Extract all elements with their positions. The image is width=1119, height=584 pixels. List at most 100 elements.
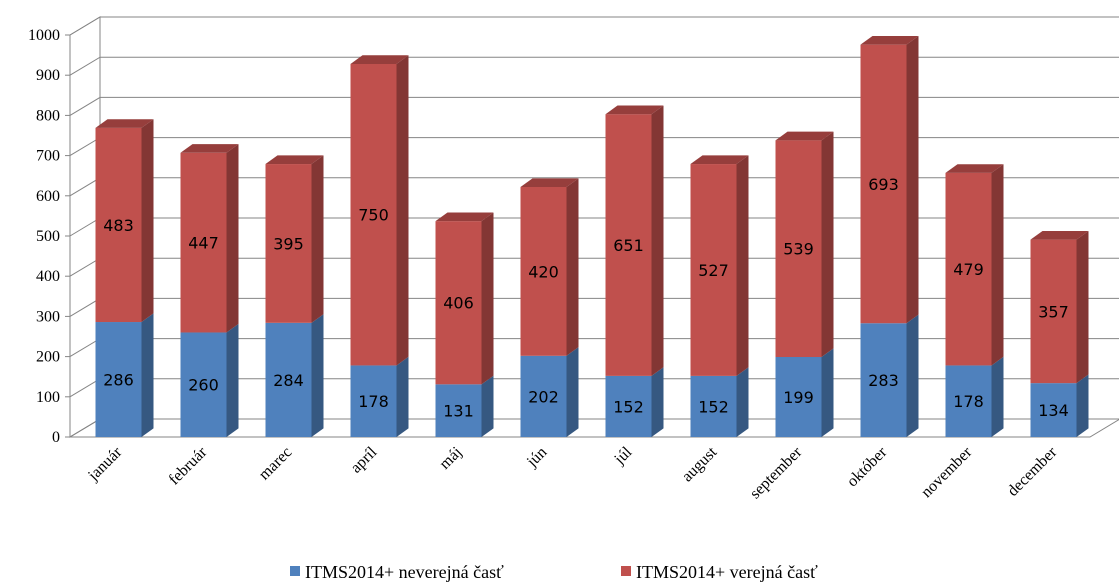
bars: 286 483 260 447 284 395 178 750 131 406 202 420 152 6… [95,36,1089,437]
bar-0-6 [605,375,652,437]
x-tick-label: apríl [348,443,381,476]
bar-side-1-6 [651,105,664,376]
bar-top-1-6 [605,105,664,115]
bar-0-10 [945,365,992,437]
bar-side-1-8 [821,131,834,358]
bar-0-2 [265,322,312,437]
gridline [69,56,1119,76]
bar-side-1-10 [991,164,1004,366]
x-tick-label: február [166,443,211,488]
bar-0-11 [1030,383,1077,437]
bar-0-9 [860,323,907,437]
bar-side-0-11 [1076,374,1089,437]
y-tick-label: 400 [36,268,60,285]
bar-top-1-5 [520,178,579,187]
data-label-0-9: 283 [868,371,899,390]
data-label-1-8: 539 [783,240,814,259]
y-tick-label: 200 [36,349,60,366]
y-tick-label: 900 [36,67,60,84]
legend-swatch-series-1 [621,566,631,576]
bar-side-1-2 [311,155,324,323]
bar-top-1-9 [860,36,919,45]
x-tick-label: január [84,443,125,484]
bar-0-7 [690,375,737,437]
bar-side-0-10 [991,356,1004,437]
data-label-0-3: 178 [358,392,389,411]
bar-top-1-8 [775,131,834,141]
bar-top-1-11 [1030,230,1089,240]
data-label-1-4: 406 [443,294,474,313]
y-tick-label: 100 [36,389,60,406]
data-label-0-5: 202 [528,387,559,406]
data-label-1-5: 420 [528,262,559,281]
bar-1-1 [180,152,227,333]
bar-side-1-11 [1076,230,1089,384]
y-tick-label: 700 [36,148,60,165]
bar-top-1-3 [350,55,409,64]
data-label-1-9: 693 [868,175,899,194]
y-tick-label: 800 [36,107,60,124]
bar-top-1-7 [690,155,749,165]
x-tick-label: september [747,443,806,502]
data-label-0-2: 284 [273,371,304,390]
data-label-1-11: 357 [1038,302,1069,321]
legend-label-series-1: ITMS2014+ verejná časť [636,562,818,582]
x-tick-label: august [679,443,721,485]
bar-side-0-9 [906,314,919,437]
x-tick-label: október [844,443,891,490]
bar-0-1 [180,332,227,437]
bar-side-1-1 [226,144,239,333]
bar-0-0 [95,322,142,437]
bar-0-5 [520,355,567,437]
bar-side-1-5 [566,178,579,356]
y-tick-label: 600 [36,188,60,205]
bar-side-1-3 [396,55,409,366]
legend-label-series-0: ITMS2014+ neverejná časť [305,562,504,582]
data-label-0-7: 152 [698,397,729,416]
bar-0-3 [350,365,397,437]
x-tick-label: jún [523,444,550,471]
bar-side-0-6 [651,367,664,437]
data-label-1-0: 483 [103,216,134,235]
bar-side-0-1 [226,323,239,437]
data-label-0-11: 134 [1038,401,1069,420]
bar-top-1-2 [265,155,324,165]
bar-1-3 [350,63,397,366]
bar-1-5 [520,186,567,356]
bar-1-10 [945,172,992,366]
bar-top-1-4 [435,212,494,222]
bar-1-2 [265,164,312,323]
data-label-1-2: 395 [273,234,304,253]
y-tick-label: 300 [36,308,60,325]
bar-side-0-4 [481,375,494,437]
bar-side-0-7 [736,367,749,437]
gridline [69,16,1119,36]
y-tick-label: 0 [52,429,60,446]
bar-top-1-1 [180,144,239,153]
data-label-0-0: 286 [103,371,134,390]
data-label-1-3: 750 [358,206,389,225]
bar-side-1-9 [906,36,919,324]
data-label-0-4: 131 [443,402,474,421]
bar-side-0-8 [821,348,834,437]
bar-side-1-0 [141,119,154,323]
x-tick-label: marec [256,444,296,484]
bar-side-1-7 [736,155,749,376]
legend: ITMS2014+ neverejná časť ITMS2014+ verej… [290,562,818,582]
legend-swatch-series-0 [290,566,300,576]
bar-top-1-0 [95,119,154,128]
bar-side-0-2 [311,314,324,437]
data-label-1-7: 527 [698,261,729,280]
bar-1-6 [605,114,652,376]
bar-side-1-4 [481,212,494,385]
bar-1-11 [1030,239,1077,384]
y-tick-label: 1000 [28,27,60,44]
x-tick-label: december [1004,443,1060,499]
bar-1-9 [860,44,907,324]
x-tick-label: júl [611,443,636,468]
y-tick-label: 500 [36,228,60,245]
data-label-0-10: 178 [953,392,984,411]
bar-side-0-5 [566,347,579,437]
bar-1-8 [775,140,822,358]
